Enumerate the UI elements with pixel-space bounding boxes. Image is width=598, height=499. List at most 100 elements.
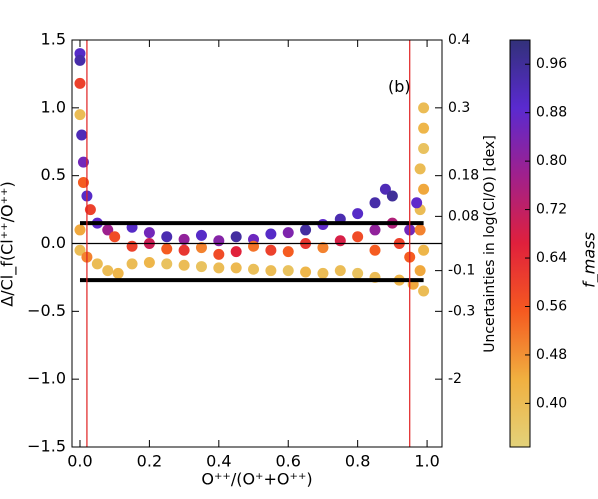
data-point xyxy=(282,246,294,258)
data-point xyxy=(248,263,260,275)
data-point xyxy=(414,163,426,175)
data-point xyxy=(352,208,364,220)
data-point xyxy=(178,244,190,256)
data-point xyxy=(76,129,88,141)
data-point xyxy=(369,244,381,256)
data-point xyxy=(195,229,207,241)
y-tick-label: −0.5 xyxy=(27,301,66,320)
data-point xyxy=(369,197,381,209)
data-point xyxy=(102,265,114,277)
data-point xyxy=(317,242,329,254)
data-point xyxy=(300,266,312,278)
colorbar-tick-label: 0.56 xyxy=(536,298,567,314)
data-point xyxy=(74,54,86,66)
colorbar-label: f_mass xyxy=(580,232,598,288)
y-tick-label: 0.5 xyxy=(41,165,66,184)
data-point xyxy=(418,122,430,134)
data-point xyxy=(77,176,89,188)
data-point xyxy=(230,262,242,274)
y-tick-label: 1.5 xyxy=(41,30,66,49)
y2-tick-label: 0.3 xyxy=(448,100,470,116)
y2-tick-label: 0.18 xyxy=(448,168,479,184)
data-point xyxy=(161,258,173,270)
data-point xyxy=(102,224,114,236)
data-point xyxy=(230,246,242,258)
x-tick-label: 0.6 xyxy=(276,452,301,471)
y-tick-label: 1.0 xyxy=(41,97,66,116)
y2-tick-label: -0.1 xyxy=(448,263,475,279)
y2-tick-label: 0.4 xyxy=(448,32,470,48)
y2-axis-label: Uncertainties in log(Cl/O) [dex] xyxy=(482,135,498,353)
x-tick-label: 0.2 xyxy=(137,452,162,471)
data-point xyxy=(411,197,423,209)
data-point xyxy=(74,244,86,256)
data-point xyxy=(386,190,398,202)
data-point xyxy=(334,265,346,277)
data-point xyxy=(414,265,426,277)
data-point xyxy=(161,243,173,255)
data-point xyxy=(126,240,138,252)
data-point xyxy=(230,231,242,243)
data-point xyxy=(265,265,277,277)
y2-tick-label: 0.08 xyxy=(448,208,479,224)
data-point xyxy=(195,261,207,273)
data-point xyxy=(418,244,430,256)
x-tick-label: 0.4 xyxy=(206,452,231,471)
y-tick-label: 0.0 xyxy=(41,233,66,252)
x-tick-label: 0.8 xyxy=(345,452,370,471)
data-point xyxy=(282,265,294,277)
data-point xyxy=(213,262,225,274)
annotation: (b) xyxy=(388,77,411,96)
colorbar-tick-label: 0.80 xyxy=(536,153,567,169)
data-point xyxy=(84,204,96,216)
data-point xyxy=(418,102,430,114)
data-point xyxy=(418,183,430,195)
data-point xyxy=(265,244,277,256)
data-point xyxy=(195,242,207,254)
data-point xyxy=(213,248,225,260)
colorbar-tick-label: 0.88 xyxy=(536,105,567,121)
data-point xyxy=(418,143,430,155)
y2-tick-label: -0.3 xyxy=(448,303,475,319)
data-point xyxy=(265,228,277,240)
data-point xyxy=(369,224,381,236)
x-axis-label: O⁺⁺/(O⁺+O⁺⁺) xyxy=(201,470,312,489)
colorbar-tick-label: 0.96 xyxy=(536,56,567,72)
data-point xyxy=(77,156,89,168)
data-point xyxy=(248,240,260,252)
y-tick-label: −1.0 xyxy=(27,369,66,388)
data-point xyxy=(143,227,155,239)
data-point xyxy=(112,267,124,279)
y-tick-label: −1.5 xyxy=(27,437,66,456)
data-point xyxy=(352,231,364,243)
x-tick-label: 1.0 xyxy=(414,452,439,471)
y-axis-label: Δ/Cl_f(Cl⁺⁺/O⁺⁺) xyxy=(0,181,18,306)
data-point xyxy=(352,267,364,279)
data-point xyxy=(126,258,138,270)
data-point xyxy=(418,285,430,297)
data-point xyxy=(334,235,346,247)
data-point xyxy=(213,235,225,247)
y2-tick-label: -2 xyxy=(448,371,462,387)
data-point xyxy=(300,224,312,236)
data-point xyxy=(74,224,86,236)
colorbar xyxy=(509,39,531,448)
data-point xyxy=(74,77,86,89)
data-point xyxy=(178,233,190,245)
data-point xyxy=(109,231,121,243)
data-point xyxy=(414,224,426,236)
data-point xyxy=(161,231,173,243)
data-point xyxy=(317,267,329,279)
x-tick-label: 0.0 xyxy=(67,452,92,471)
colorbar-tick-label: 0.40 xyxy=(536,395,567,411)
data-point xyxy=(143,256,155,268)
data-point xyxy=(282,227,294,239)
data-point xyxy=(379,183,391,195)
data-point xyxy=(91,258,103,270)
colorbar-tick-label: 0.72 xyxy=(536,202,567,218)
data-point xyxy=(74,109,86,121)
data-point xyxy=(178,259,190,271)
colorbar-tick-label: 0.48 xyxy=(536,347,567,363)
colorbar-tick-label: 0.64 xyxy=(536,250,567,266)
